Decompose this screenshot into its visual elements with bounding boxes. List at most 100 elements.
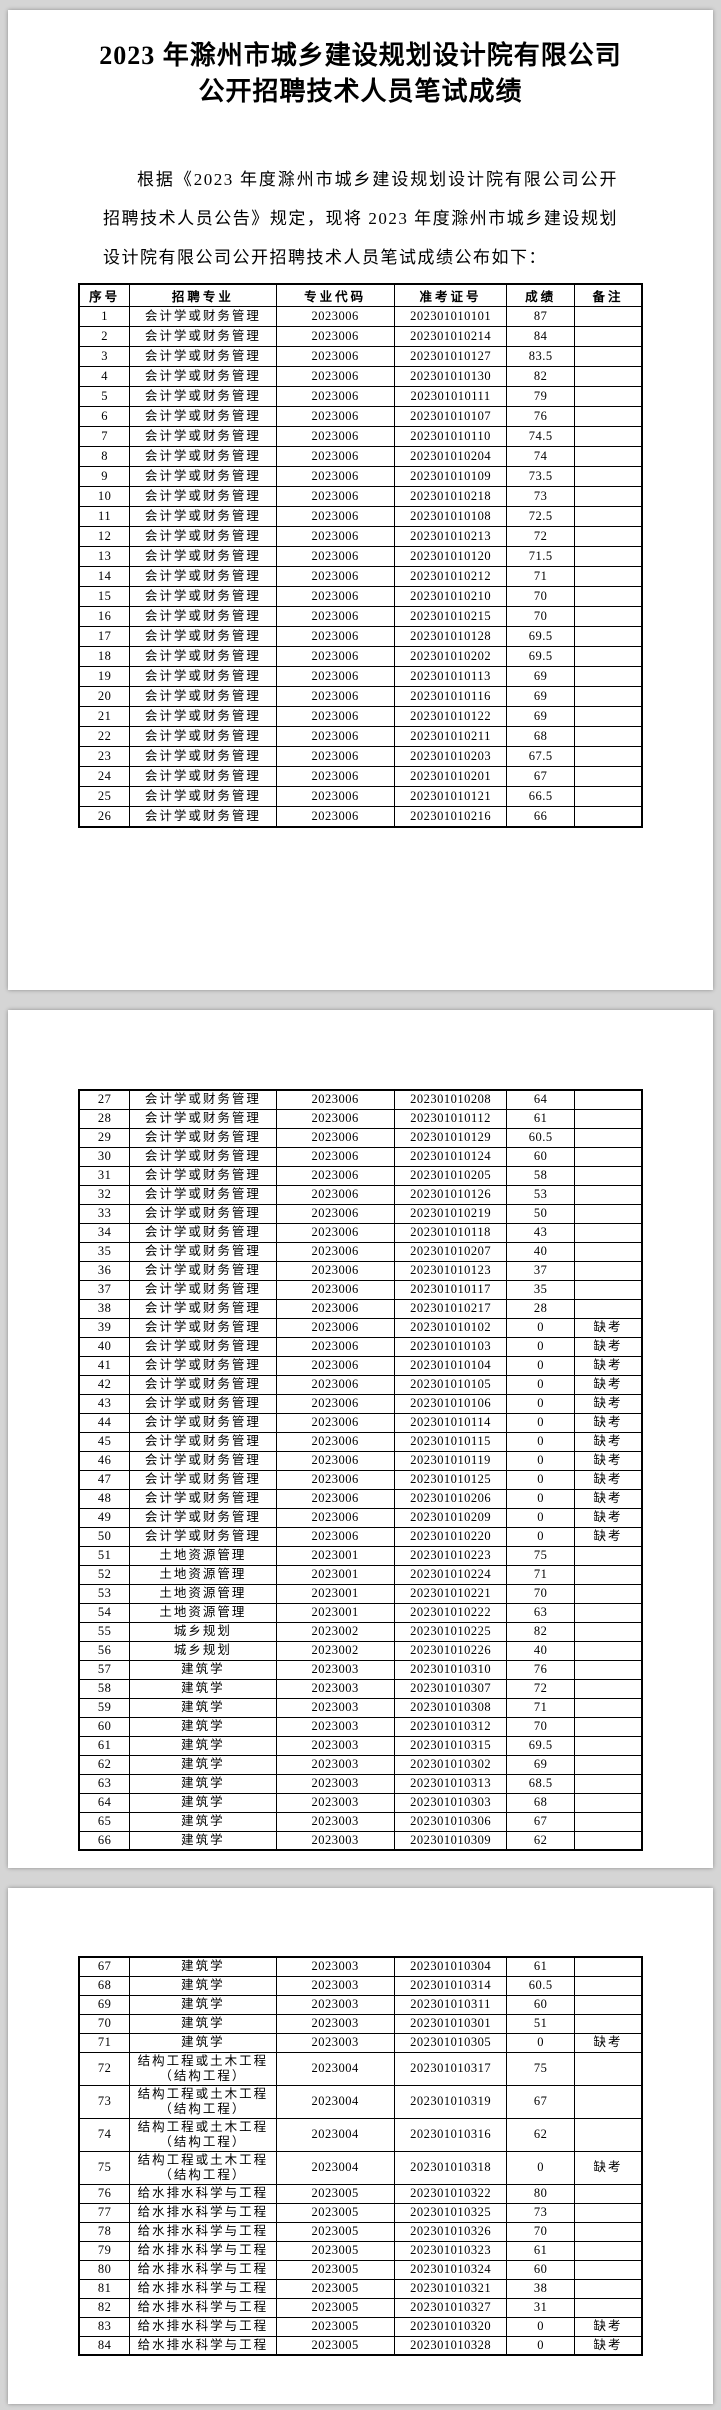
cell-score: 69.5	[506, 1735, 575, 1756]
cell-index: 72	[78, 2051, 131, 2086]
cell-index: 70	[78, 2013, 131, 2034]
cell-index: 22	[78, 726, 131, 747]
table-row: 55 城乡规划 2023002 202301010225 82	[78, 1621, 643, 1642]
cell-code: 2023006	[275, 1393, 395, 1414]
cell-index: 19	[78, 666, 131, 687]
table-row: 11 会计学或财务管理 2023006 202301010108 72.5	[78, 506, 643, 527]
table-row: 68 建筑学 2023003 202301010314 60.5	[78, 1975, 643, 1996]
cell-score: 0	[506, 1317, 575, 1338]
cell-note: 缺考	[573, 1450, 643, 1471]
cell-note	[573, 2084, 643, 2119]
table-row: 60 建筑学 2023003 202301010312 70	[78, 1716, 643, 1737]
cell-major: 建筑学	[129, 1716, 277, 1737]
cell-note	[573, 1602, 643, 1623]
cell-score: 0	[506, 2316, 575, 2337]
cell-index: 84	[78, 2335, 131, 2356]
cell-note	[573, 1222, 643, 1243]
cell-index: 20	[78, 686, 131, 707]
cell-score: 69	[506, 706, 575, 727]
cell-major: 会计学或财务管理	[129, 1165, 277, 1186]
cell-code: 2023006	[275, 1203, 395, 1224]
cell-index: 78	[78, 2221, 131, 2242]
cell-index: 81	[78, 2278, 131, 2299]
cell-score: 0	[506, 1469, 575, 1490]
cell-ticket: 202301010213	[393, 526, 508, 547]
table-row: 71 建筑学 2023003 202301010305 0 缺考	[78, 2032, 643, 2053]
cell-code: 2023002	[275, 1621, 395, 1642]
cell-major: 给水排水科学与工程	[129, 2259, 277, 2280]
cell-score: 53	[506, 1184, 575, 1205]
cell-major: 会计学或财务管理	[129, 386, 277, 407]
cell-score: 70	[506, 1716, 575, 1737]
cell-index: 75	[78, 2150, 131, 2185]
cell-ticket: 202301010302	[393, 1754, 508, 1775]
cell-index: 1	[78, 306, 131, 327]
cell-index: 28	[78, 1108, 131, 1129]
cell-index: 30	[78, 1146, 131, 1167]
cell-ticket: 202301010325	[393, 2202, 508, 2223]
cell-major: 建筑学	[129, 1994, 277, 2015]
cell-score: 75	[506, 1545, 575, 1566]
cell-code: 2023006	[275, 706, 395, 727]
page-gap	[8, 990, 713, 1010]
cell-code: 2023005	[275, 2297, 395, 2318]
cell-note	[573, 606, 643, 627]
table-row: 50 会计学或财务管理 2023006 202301010220 0 缺考	[78, 1526, 643, 1547]
table-row: 52 土地资源管理 2023001 202301010224 71	[78, 1564, 643, 1585]
cell-major: 会计学或财务管理	[129, 1203, 277, 1224]
cell-ticket: 202301010315	[393, 1735, 508, 1756]
cell-ticket: 202301010121	[393, 786, 508, 807]
cell-index: 83	[78, 2316, 131, 2337]
table-row: 48 会计学或财务管理 2023006 202301010206 0 缺考	[78, 1488, 643, 1509]
cell-code: 2023006	[275, 1146, 395, 1167]
cell-score: 74.5	[506, 426, 575, 447]
cell-ticket: 202301010309	[393, 1830, 508, 1851]
cell-ticket: 202301010222	[393, 1602, 508, 1623]
table-header-row: 序号 招聘专业 专业代码 准考证号 成绩 备注	[78, 283, 643, 307]
table-row: 38 会计学或财务管理 2023006 202301010217 28	[78, 1298, 643, 1319]
cell-note	[573, 1811, 643, 1832]
cell-ticket: 202301010215	[393, 606, 508, 627]
cell-major: 建筑学	[129, 1773, 277, 1794]
cell-note	[573, 1108, 643, 1129]
cell-note	[573, 1583, 643, 1604]
cell-ticket: 202301010310	[393, 1659, 508, 1680]
cell-index: 65	[78, 1811, 131, 1832]
cell-ticket: 202301010206	[393, 1488, 508, 1509]
cell-index: 77	[78, 2202, 131, 2223]
cell-code: 2023005	[275, 2259, 395, 2280]
cell-score: 61	[506, 1956, 575, 1977]
table-row: 75 结构工程或土木工程（结构工程） 2023004 202301010318 0 缺考	[78, 2150, 643, 2185]
cell-score: 82	[506, 366, 575, 387]
cell-note	[573, 646, 643, 667]
cell-ticket: 202301010212	[393, 566, 508, 587]
cell-code: 2023004	[275, 2150, 395, 2185]
table-row: 40 会计学或财务管理 2023006 202301010103 0 缺考	[78, 1336, 643, 1357]
cell-index: 39	[78, 1317, 131, 1338]
table-row: 39 会计学或财务管理 2023006 202301010102 0 缺考	[78, 1317, 643, 1338]
cell-code: 2023003	[275, 1975, 395, 1996]
cell-index: 26	[78, 806, 131, 827]
cell-code: 2023006	[275, 626, 395, 647]
cell-code: 2023002	[275, 1640, 395, 1661]
cell-index: 12	[78, 526, 131, 547]
cell-code: 2023005	[275, 2183, 395, 2204]
cell-code: 2023001	[275, 1602, 395, 1623]
cell-note	[573, 1792, 643, 1813]
cell-score: 60	[506, 2259, 575, 2280]
cell-code: 2023005	[275, 2316, 395, 2337]
cell-note	[573, 2259, 643, 2280]
cell-major: 会计学或财务管理	[129, 606, 277, 627]
cell-score: 68	[506, 1792, 575, 1813]
cell-note	[573, 346, 643, 367]
cell-ticket: 202301010109	[393, 466, 508, 487]
cell-major: 建筑学	[129, 1975, 277, 1996]
table-row: 2 会计学或财务管理 2023006 202301010214 84	[78, 326, 643, 347]
cell-major: 给水排水科学与工程	[129, 2278, 277, 2299]
cell-major: 会计学或财务管理	[129, 1507, 277, 1528]
cell-ticket: 202301010118	[393, 1222, 508, 1243]
table-row: 17 会计学或财务管理 2023006 202301010128 69.5	[78, 626, 643, 647]
table-row: 33 会计学或财务管理 2023006 202301010219 50	[78, 1203, 643, 1224]
cell-major: 会计学或财务管理	[129, 686, 277, 707]
